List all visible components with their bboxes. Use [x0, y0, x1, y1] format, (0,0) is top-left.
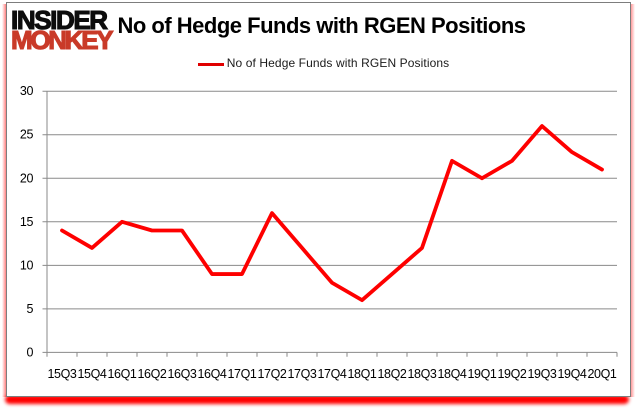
svg-text:16Q3: 16Q3 [168, 367, 197, 381]
svg-text:0: 0 [26, 345, 33, 359]
svg-text:10: 10 [20, 258, 34, 272]
svg-text:15: 15 [20, 215, 34, 229]
svg-text:18Q2: 18Q2 [378, 367, 407, 381]
svg-text:18Q3: 18Q3 [408, 367, 437, 381]
svg-text:15Q3: 15Q3 [48, 367, 77, 381]
svg-text:17Q2: 17Q2 [258, 367, 287, 381]
svg-text:19Q3: 19Q3 [528, 367, 557, 381]
svg-text:15Q4: 15Q4 [78, 367, 107, 381]
svg-text:19Q1: 19Q1 [468, 367, 497, 381]
svg-text:18Q4: 18Q4 [438, 367, 467, 381]
svg-text:18Q1: 18Q1 [348, 367, 377, 381]
svg-text:19Q2: 19Q2 [498, 367, 527, 381]
svg-text:30: 30 [20, 84, 34, 98]
svg-text:17Q4: 17Q4 [318, 367, 347, 381]
svg-text:17Q1: 17Q1 [228, 367, 257, 381]
svg-text:16Q4: 16Q4 [198, 367, 227, 381]
svg-text:16Q2: 16Q2 [138, 367, 167, 381]
svg-text:25: 25 [20, 128, 34, 142]
svg-text:20: 20 [20, 171, 34, 185]
svg-text:16Q1: 16Q1 [108, 367, 137, 381]
svg-text:17Q3: 17Q3 [288, 367, 317, 381]
svg-text:5: 5 [26, 302, 33, 316]
svg-text:20Q1: 20Q1 [588, 367, 617, 381]
svg-text:19Q4: 19Q4 [558, 367, 587, 381]
